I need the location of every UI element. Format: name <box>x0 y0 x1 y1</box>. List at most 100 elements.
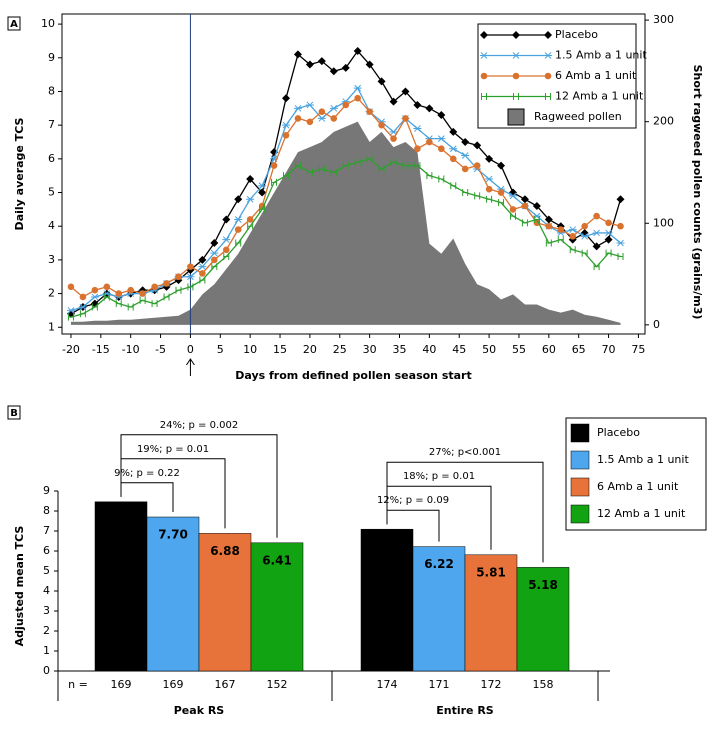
marker <box>103 283 111 291</box>
marker <box>545 93 551 100</box>
y-tick-label: 3 <box>48 253 55 266</box>
marker <box>258 182 267 190</box>
marker <box>544 31 552 39</box>
marker <box>426 138 433 146</box>
marker <box>318 165 325 173</box>
y-tick-label: 8 <box>48 84 55 97</box>
marker <box>139 290 146 297</box>
marker <box>353 47 362 56</box>
marker <box>545 222 553 230</box>
marker <box>293 50 302 59</box>
marker <box>616 195 625 204</box>
legend-label: Placebo <box>597 426 640 439</box>
marker <box>616 239 625 247</box>
marker <box>187 283 194 291</box>
bar <box>464 554 518 672</box>
marker <box>512 72 520 80</box>
x-tick-label: 10 <box>243 343 257 356</box>
marker <box>377 77 386 86</box>
n-value: 167 <box>215 678 236 691</box>
marker <box>211 256 218 264</box>
y-tick-label: 2 <box>43 624 50 637</box>
x-tick-label: 75 <box>631 343 645 356</box>
legend-label: Ragweed pollen <box>534 110 622 123</box>
n-value: 172 <box>481 678 502 691</box>
y-tick-label: 3 <box>43 604 50 617</box>
marker <box>210 239 219 248</box>
x-tick-label: 55 <box>512 343 526 356</box>
marker <box>461 138 470 146</box>
x-tick-label: 20 <box>303 343 317 356</box>
y-tick-label: 6 <box>48 152 55 165</box>
legend-box <box>565 417 707 531</box>
marker <box>485 175 494 183</box>
bar <box>360 528 414 672</box>
n-label: n = <box>68 678 88 691</box>
marker <box>450 182 457 190</box>
y-tick-label: 2 <box>48 287 55 300</box>
marker <box>438 145 445 153</box>
marker <box>592 229 601 237</box>
marker <box>163 293 170 301</box>
x-axis-label: Days from defined pollen season start <box>235 369 472 382</box>
x-tick-label: -20 <box>62 343 80 356</box>
marker <box>293 104 302 112</box>
marker <box>198 263 207 270</box>
y-tick-label: 1 <box>43 644 50 657</box>
marker <box>246 175 255 184</box>
marker <box>512 31 520 39</box>
legend-label: 6 Amb a 1 unit <box>555 69 637 82</box>
marker <box>330 168 337 176</box>
marker <box>568 226 577 233</box>
bar <box>412 546 466 672</box>
marker <box>294 115 302 122</box>
season-start-arrow <box>186 358 195 376</box>
marker <box>544 52 552 59</box>
legend-label: Placebo <box>555 28 598 41</box>
legend-label: 6 Amb a 1 unit <box>597 480 679 493</box>
y-axis-label: Adjusted mean TCS <box>13 526 26 647</box>
marker <box>342 101 350 109</box>
marker <box>294 162 301 170</box>
n-value: 169 <box>163 678 184 691</box>
marker <box>318 108 326 115</box>
marker <box>378 165 385 173</box>
marker <box>79 310 86 318</box>
y-tick-label: 6 <box>43 544 50 557</box>
marker <box>365 60 374 69</box>
marker <box>617 222 624 230</box>
x-tick-label: 40 <box>422 343 436 356</box>
marker <box>474 192 481 200</box>
marker <box>366 155 373 163</box>
marker <box>389 97 398 106</box>
marker <box>402 162 409 170</box>
bar-value-label: 8.46 <box>106 512 136 526</box>
marker <box>305 60 314 69</box>
x-tick-label: 5 <box>217 343 224 356</box>
y-tick-label: 0 <box>43 664 50 677</box>
x-tick-label: 60 <box>542 343 556 356</box>
bar <box>198 533 252 672</box>
comparison-bracket <box>386 461 544 563</box>
marker <box>414 162 421 170</box>
marker <box>151 300 158 308</box>
marker <box>91 303 98 311</box>
marker <box>580 232 589 240</box>
comparison-label: 27%; p<0.001 <box>429 447 501 458</box>
marker <box>222 236 231 244</box>
y-axis-label: Daily average TCS <box>13 117 26 230</box>
marker <box>390 158 397 166</box>
x-tick-label: 70 <box>602 343 616 356</box>
marker <box>317 57 326 66</box>
marker <box>513 93 519 100</box>
marker <box>246 195 255 203</box>
marker <box>103 293 110 301</box>
x-tick-label: 25 <box>333 343 347 356</box>
marker <box>569 246 576 254</box>
x-tick-label: 65 <box>572 343 586 356</box>
marker <box>461 165 469 173</box>
legend-label: 12 Amb a 1 unit <box>597 507 686 520</box>
marker <box>389 128 398 136</box>
marker <box>581 222 588 230</box>
